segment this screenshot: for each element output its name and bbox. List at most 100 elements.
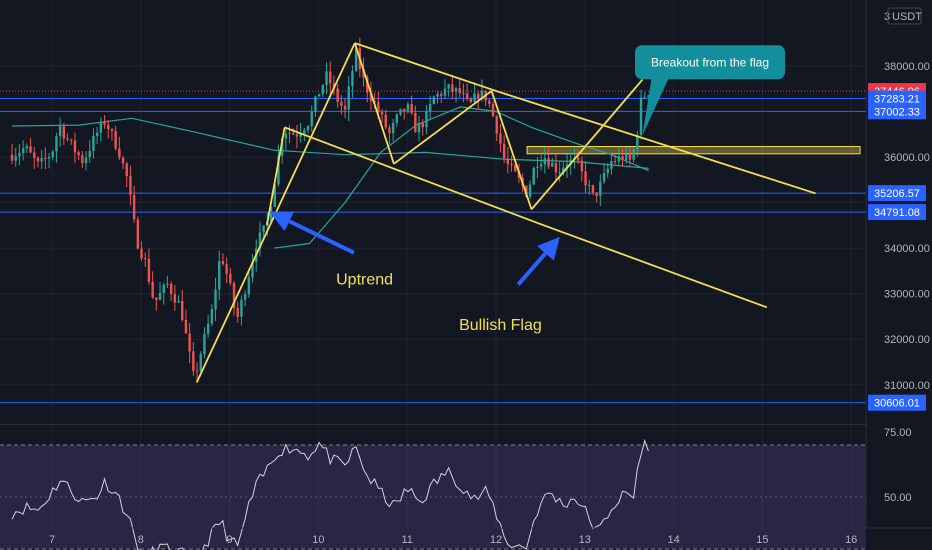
- rsi-pane: [0, 438, 866, 550]
- candle-body: [447, 84, 450, 89]
- candle-body: [584, 171, 587, 186]
- candle-body: [643, 96, 646, 98]
- level-label: 37002.33: [874, 106, 920, 118]
- candle-body: [488, 100, 491, 104]
- time-tick-label: 10: [312, 534, 324, 546]
- candle-body: [177, 300, 180, 303]
- level-label-bg: [868, 185, 926, 202]
- candle-body: [613, 161, 617, 163]
- price-tick-label: 33000.00: [884, 289, 930, 301]
- candle-body: [465, 93, 469, 99]
- candle-body: [40, 158, 43, 162]
- price-tick-label: 31000.00: [884, 380, 930, 392]
- candle-body: [495, 116, 498, 134]
- candle-body: [121, 157, 125, 164]
- candle-body: [151, 281, 154, 298]
- arrow-shaft: [516, 251, 547, 286]
- candle-body: [354, 48, 358, 72]
- callout-pointer: [642, 75, 671, 136]
- candle-body: [528, 184, 532, 197]
- time-tick-label: 12: [490, 534, 502, 546]
- candle-body: [158, 293, 162, 300]
- candle-body: [314, 96, 317, 112]
- candle-body: [417, 122, 421, 133]
- candle-body: [610, 161, 613, 169]
- candle-body: [214, 289, 217, 310]
- time-axis[interactable]: 7 8 9 10 11 12 13 14 15 16: [49, 534, 857, 546]
- candle-body: [229, 273, 232, 284]
- candle-body: [258, 232, 262, 249]
- arrow-head: [537, 236, 560, 261]
- candle-body: [169, 283, 173, 295]
- candle-body: [251, 261, 254, 278]
- candle-body: [295, 134, 299, 137]
- trend-line: [530, 78, 644, 210]
- candle-body: [554, 162, 558, 173]
- candle-body: [347, 86, 350, 110]
- candle-body: [118, 148, 121, 158]
- trend-line: [495, 90, 816, 195]
- price-tick-label: 36000.00: [884, 152, 930, 164]
- candle-body: [188, 333, 191, 352]
- candle-body: [203, 333, 206, 355]
- candle-body: [547, 158, 550, 167]
- time-tick-label: 13: [579, 534, 591, 546]
- candle-body: [58, 126, 62, 137]
- currency-badge[interactable]: [887, 7, 922, 25]
- candle-body: [351, 71, 354, 87]
- candle-body: [562, 167, 565, 173]
- candle-body: [155, 297, 158, 300]
- candle-body: [280, 138, 284, 156]
- candle-body: [306, 125, 310, 131]
- pane-separator: [0, 424, 866, 425]
- candle-body: [362, 68, 365, 78]
- price-tick-label: 38000.00: [884, 61, 930, 73]
- candle-body: [458, 88, 461, 93]
- callout-text: Breakout from the flag: [651, 55, 769, 69]
- candle-body: [491, 103, 495, 117]
- candle-body: [321, 85, 325, 94]
- candle-body: [588, 185, 591, 187]
- candle-body: [262, 225, 265, 233]
- candle-body: [184, 320, 188, 334]
- candle-body: [88, 151, 91, 158]
- flag-breakout-zone: [526, 146, 861, 155]
- candle-body: [110, 129, 114, 131]
- candle-body: [432, 96, 436, 104]
- candle-body: [92, 135, 95, 152]
- candle-body: [62, 126, 66, 139]
- candle-body: [114, 130, 117, 149]
- candle-body: [103, 122, 106, 125]
- trend-line: [284, 126, 539, 224]
- candle-body: [140, 248, 143, 259]
- candle-body: [451, 84, 454, 92]
- rsi-tick-label: 50.00: [884, 492, 912, 504]
- time-tick-label: 14: [667, 534, 679, 546]
- arrow-head: [269, 211, 295, 232]
- trend-line: [537, 222, 768, 309]
- trend-line: [353, 42, 395, 165]
- candle-body: [532, 167, 535, 185]
- candle-body: [284, 133, 288, 139]
- candle-body: [399, 108, 402, 115]
- candle-body: [595, 192, 598, 196]
- candle-body: [303, 130, 306, 134]
- candle-body: [625, 153, 628, 161]
- candle-body: [192, 351, 195, 371]
- trend-line: [266, 127, 286, 226]
- candle-body: [480, 90, 484, 99]
- candle-body: [273, 184, 276, 207]
- candle-body: [36, 157, 40, 162]
- candle-body: [414, 112, 417, 133]
- price-axis[interactable]: 31000.00 32000.00 33000.00 34000.00 36000.00…: [884, 61, 930, 392]
- candle-body: [617, 155, 621, 162]
- candle-body: [421, 122, 424, 128]
- candle-body: [343, 105, 347, 110]
- time-tick-label: 15: [756, 534, 768, 546]
- candle-body: [247, 277, 251, 295]
- candle-body: [25, 146, 29, 149]
- candle-body: [499, 133, 502, 144]
